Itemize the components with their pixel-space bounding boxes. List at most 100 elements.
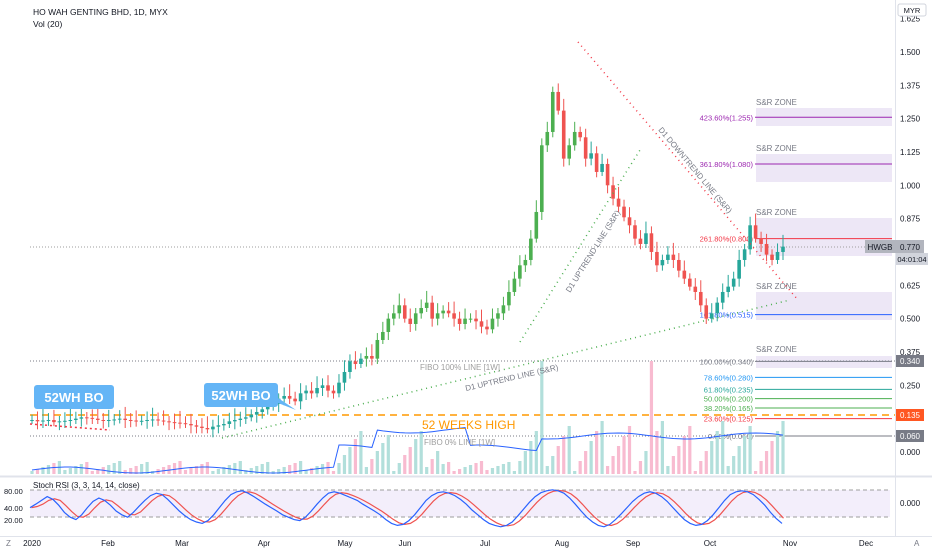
- candle-body: [128, 419, 133, 421]
- volume-bar: [567, 426, 571, 474]
- candle-body: [496, 313, 500, 319]
- volume-bar: [644, 451, 648, 474]
- candle-body: [594, 153, 599, 172]
- candle-body: [63, 420, 67, 422]
- volume-bar: [666, 466, 670, 474]
- volume-bar: [425, 467, 429, 474]
- volume-bar: [386, 435, 390, 474]
- volume-bar: [693, 471, 697, 474]
- volume-bar: [496, 466, 500, 474]
- volume-bar: [529, 441, 533, 474]
- ticker-tag: HWGB: [868, 243, 893, 252]
- volume-bar: [737, 446, 741, 474]
- candle-body: [364, 355, 369, 359]
- last-price-tag: 0.770: [900, 243, 921, 252]
- candle-body: [150, 419, 155, 421]
- volume-bar: [200, 464, 204, 474]
- volume-bar: [726, 466, 730, 474]
- volume-bar: [430, 459, 434, 474]
- candle-body: [715, 302, 720, 314]
- volume-bar: [436, 451, 440, 474]
- time-axis[interactable]: 2020 Feb Mar Apr May Jun Jul Aug Sep Oct Nov Dec: [23, 539, 873, 548]
- price-tick-label: 1.500: [900, 48, 921, 57]
- candle-body: [731, 278, 736, 287]
- candle-body: [529, 238, 533, 260]
- price-tick-label: 1.000: [900, 181, 921, 190]
- candle-body: [320, 385, 325, 388]
- candle-body: [408, 318, 413, 324]
- volume-bar: [682, 436, 686, 474]
- volume-bar: [320, 464, 325, 474]
- symbol-title: HO WAH GENTING BHD, 1D, MYX: [33, 7, 168, 17]
- price-axis[interactable]: 1.625 1.500 1.375 1.250 1.125 1.000 0.875 0.625…: [900, 15, 921, 457]
- candle-body: [742, 249, 747, 260]
- volume-bar: [589, 441, 593, 474]
- auto-scale-button[interactable]: A: [914, 539, 920, 548]
- candle-body: [490, 318, 495, 330]
- candle-body: [781, 246, 785, 252]
- volume-bar: [600, 421, 604, 474]
- candle-body: [671, 254, 676, 260]
- candle-body: [534, 211, 539, 239]
- candle-body: [298, 393, 303, 402]
- candle-body: [145, 419, 149, 421]
- candle-body: [545, 131, 550, 146]
- candle-body: [688, 278, 692, 287]
- volume-bar: [348, 447, 352, 474]
- candle-body: [523, 259, 528, 266]
- price-tick-label: 0.375: [900, 348, 921, 357]
- fib-level-label: 38.20%(0.165): [704, 404, 754, 413]
- candle-body: [446, 310, 451, 314]
- volume-bar: [759, 461, 763, 474]
- weeks-high-label: 52 WEEKS HIGH: [422, 418, 515, 432]
- candle-body: [309, 390, 314, 394]
- zone-label-2: S&R ZONE: [756, 144, 797, 153]
- candle-body: [342, 371, 347, 383]
- candle-body: [243, 417, 248, 419]
- candle-body: [348, 361, 352, 372]
- zoom-z-button[interactable]: Z: [6, 539, 11, 548]
- volume-bar: [299, 461, 303, 474]
- candle-body: [457, 318, 462, 324]
- candle-body: [622, 206, 626, 218]
- candle-body: [359, 358, 363, 364]
- candle-body: [167, 421, 171, 423]
- candle-body: [353, 361, 358, 364]
- volume-bar: [211, 471, 215, 474]
- volume-bar: [233, 463, 237, 474]
- candle-body: [134, 420, 138, 422]
- candle-body: [572, 131, 577, 146]
- volume-bar: [474, 463, 478, 474]
- volume-bar: [770, 441, 774, 474]
- time-axis-label: 2020: [23, 539, 41, 548]
- level-tag-0340: 0.340: [900, 357, 921, 366]
- volume-bar: [52, 463, 56, 474]
- currency-label[interactable]: MYR: [904, 6, 921, 15]
- candle-body: [435, 313, 440, 319]
- candle-body: [666, 254, 670, 260]
- candle-body: [85, 417, 89, 419]
- fib-level-label: 423.60%(1.255): [700, 113, 754, 122]
- volume-bar: [468, 465, 473, 474]
- volume-bar: [452, 471, 456, 474]
- time-axis-label: Feb: [101, 539, 115, 548]
- candle-body: [660, 259, 665, 266]
- candle-body: [375, 339, 380, 359]
- candle-body: [57, 421, 62, 423]
- volume-bar: [205, 462, 210, 474]
- candle-body: [501, 305, 506, 314]
- time-axis-label: May: [337, 539, 352, 548]
- candle-body: [589, 153, 593, 159]
- volume-bar: [364, 467, 368, 474]
- volume-bar: [46, 465, 51, 474]
- candle-body: [227, 421, 232, 424]
- volume-bar: [721, 421, 725, 474]
- volume-bar: [485, 470, 489, 474]
- candle-body: [35, 419, 40, 422]
- time-axis-label: Oct: [704, 539, 717, 548]
- candle-body: [156, 419, 160, 421]
- zone-label-1: S&R ZONE: [756, 98, 797, 107]
- candle-body: [402, 305, 407, 319]
- volume-bar: [68, 468, 72, 474]
